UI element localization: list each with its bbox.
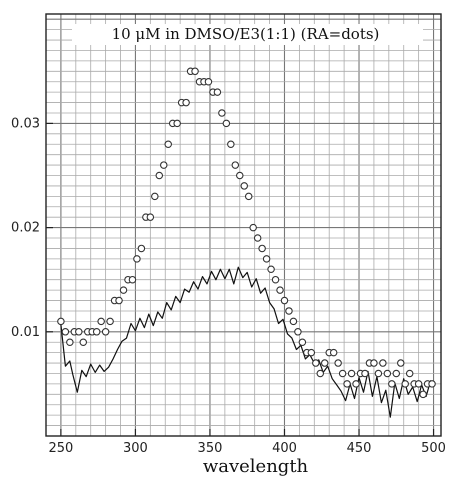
x-axis-title: wavelength — [203, 456, 309, 477]
data-point — [419, 390, 427, 399]
x-tick-label: 450 — [347, 441, 372, 456]
data-point — [298, 338, 307, 346]
chart-title: 10 μM in DMSO/E3(1:1) (RA=dots) — [112, 25, 380, 43]
data-point — [316, 369, 325, 378]
data-point — [146, 213, 155, 221]
data-point — [428, 380, 436, 388]
data-point — [204, 77, 213, 86]
x-tick-label: 500 — [421, 441, 446, 456]
y-tick-label: 0.01 — [11, 325, 40, 340]
data-point — [343, 380, 351, 388]
data-point — [164, 140, 172, 148]
data-point — [271, 275, 280, 284]
data-point — [276, 286, 284, 294]
data-point — [253, 234, 262, 242]
data-point — [267, 265, 275, 274]
data-point — [388, 380, 396, 388]
data-point — [374, 369, 383, 378]
data-point — [312, 359, 320, 367]
x-tick-label: 400 — [272, 441, 297, 456]
data-point — [155, 171, 164, 180]
data-point — [338, 369, 347, 378]
data-point — [352, 380, 360, 388]
data-point — [414, 380, 423, 388]
data-point — [61, 328, 70, 336]
y-axis-ticks: 0.01 0.02 0.03 — [11, 116, 53, 340]
data-point — [347, 369, 356, 378]
data-point — [191, 67, 199, 76]
data-point — [115, 296, 123, 305]
data-point — [137, 244, 146, 253]
data-point — [307, 348, 316, 357]
data-point — [119, 286, 128, 294]
data-point — [240, 182, 248, 190]
data-point — [173, 119, 181, 128]
series — [57, 67, 436, 418]
data-point — [92, 328, 101, 336]
data-point — [128, 275, 137, 284]
data-point — [106, 317, 114, 326]
y-tick-label: 0.03 — [11, 116, 40, 131]
series-line — [60, 266, 435, 418]
data-point — [334, 359, 342, 367]
data-point — [280, 296, 289, 305]
data-point — [405, 369, 414, 378]
data-point — [182, 98, 190, 107]
data-point — [397, 359, 405, 367]
data-point — [361, 369, 369, 378]
data-point — [151, 192, 159, 201]
y-tick-label: 0.02 — [11, 221, 40, 236]
data-point — [244, 192, 253, 201]
data-point — [101, 328, 110, 336]
data-point — [160, 161, 168, 169]
data-point — [249, 223, 257, 232]
data-point — [231, 161, 240, 169]
data-point — [213, 88, 222, 96]
data-point — [133, 255, 141, 263]
plot-frame — [45, 13, 442, 437]
x-tick-label: 350 — [198, 441, 223, 456]
data-point — [285, 307, 293, 315]
data-point — [329, 348, 338, 357]
data-point — [227, 140, 235, 148]
data-point — [383, 369, 392, 378]
x-tick-label: 250 — [48, 441, 73, 456]
data-point — [320, 359, 329, 367]
grid — [46, 14, 441, 436]
data-point — [75, 328, 83, 336]
data-point — [379, 359, 387, 367]
x-axis-ticks: 250 300 350 400 450 500 — [48, 429, 446, 456]
data-point — [289, 317, 298, 326]
data-point — [218, 109, 226, 117]
x-tick-label: 300 — [123, 441, 148, 456]
data-point — [97, 317, 105, 326]
data-point — [392, 369, 401, 378]
data-point — [57, 317, 65, 326]
title-background — [72, 24, 423, 45]
data-point — [66, 338, 74, 346]
data-point — [258, 244, 266, 253]
data-point — [236, 171, 244, 180]
data-point — [262, 255, 271, 263]
data-point — [401, 380, 409, 388]
data-point — [79, 338, 88, 346]
data-point — [294, 328, 302, 336]
data-point — [370, 359, 378, 367]
data-point — [222, 119, 231, 128]
